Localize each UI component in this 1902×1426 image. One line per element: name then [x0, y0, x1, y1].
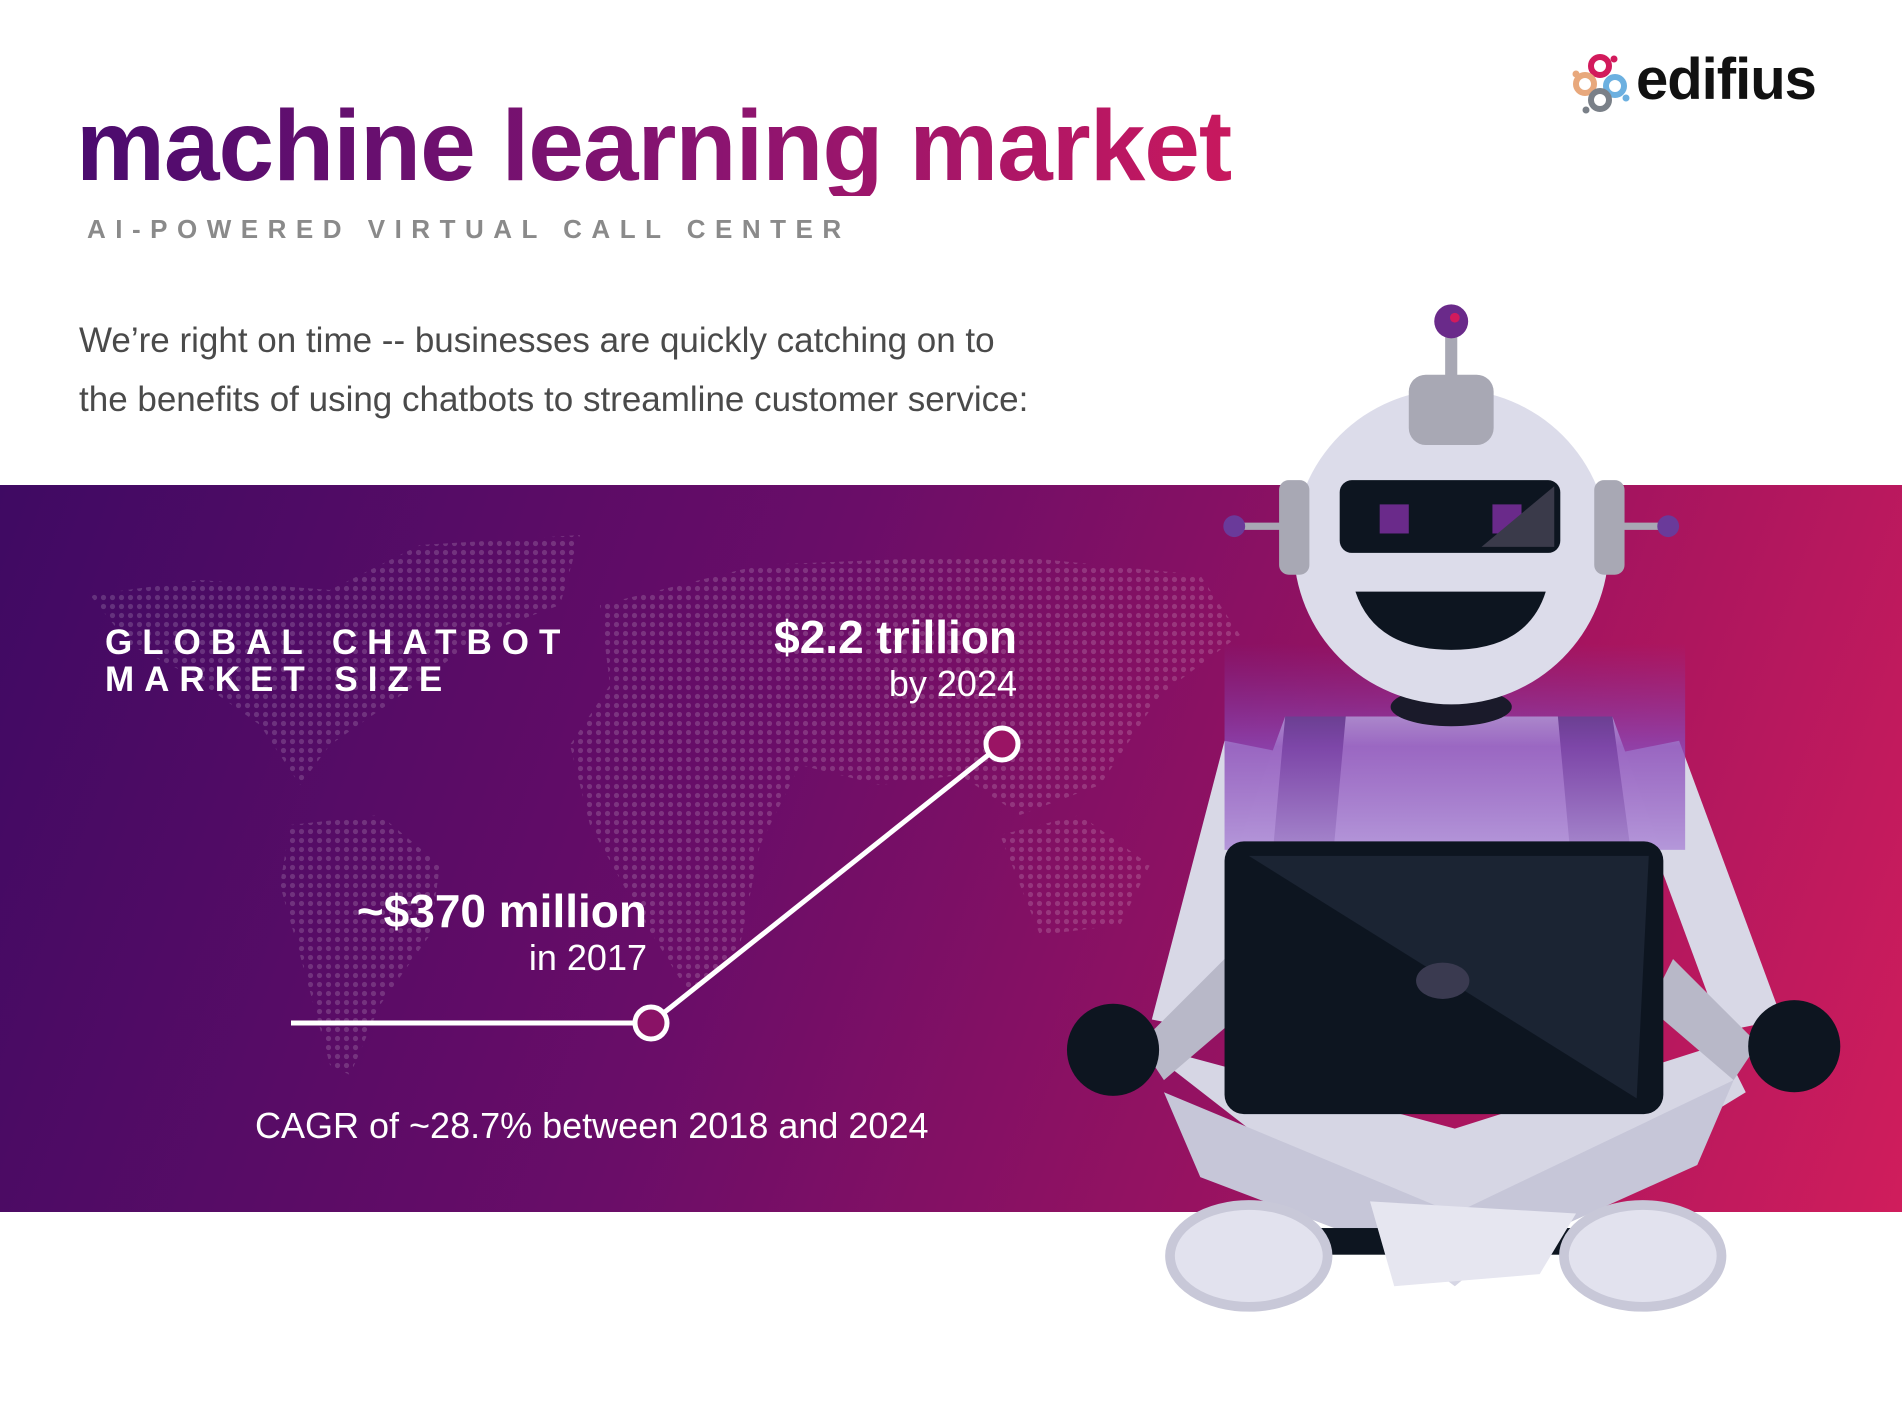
end-value: $2.2 trillion — [774, 611, 1017, 663]
edifius-logo-mark — [1570, 52, 1634, 121]
point-2017 — [632, 1004, 670, 1042]
dotted-world-map — [90, 535, 1240, 1075]
start-value: ~$370 million — [356, 885, 647, 937]
start-year: in 2017 — [528, 937, 647, 978]
market-heading: GLOBAL CHATBOT MARKET SIZE — [105, 624, 570, 698]
market-heading-line-2: MARKET SIZE — [105, 660, 453, 699]
end-year: by 2024 — [888, 663, 1017, 704]
chart-growth-line — [649, 742, 1004, 1025]
edifius-logo-text: edifius — [1636, 47, 1817, 112]
cagr-text: CAGR of ~28.7% between 2018 and 2024 — [255, 1105, 929, 1146]
point-2024 — [983, 725, 1021, 763]
intro-line-2: the benefits of using chatbots to stream… — [79, 380, 1029, 419]
robot-illustration — [1066, 304, 1841, 1312]
intro-line-1: We’re right on time -- businesses are qu… — [79, 321, 995, 360]
market-heading-line-1: GLOBAL CHATBOT — [105, 623, 571, 662]
page-subtitle: AI-POWERED VIRTUAL CALL CENTER — [87, 214, 851, 244]
page-title: machine learning market — [76, 90, 1232, 202]
